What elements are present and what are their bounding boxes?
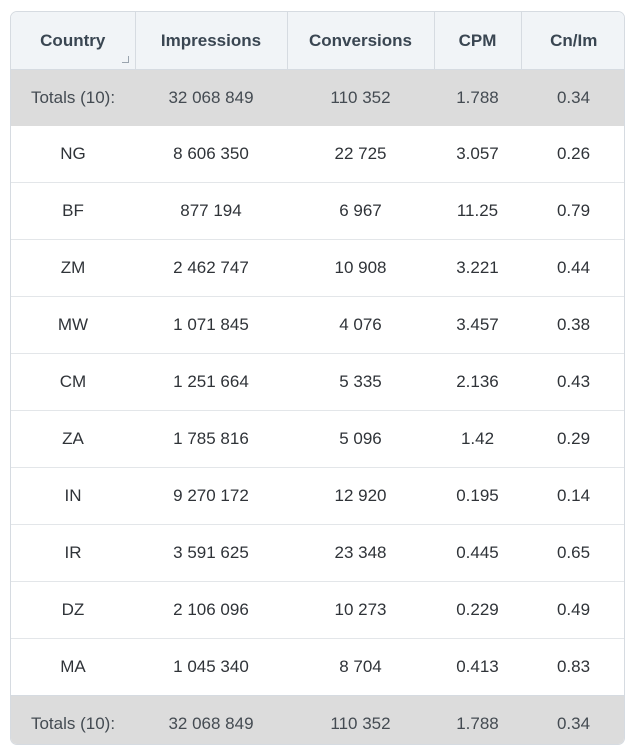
column-header-label: Country <box>40 30 106 50</box>
cell-cn-im: 0.43 <box>521 353 624 411</box>
totals-row-bottom: Totals (10): 32 068 849 110 352 1.788 0.… <box>11 695 624 744</box>
table-row[interactable]: MA 1 045 340 8 704 0.413 0.83 <box>11 638 624 696</box>
cell-cpm: 3.221 <box>434 239 521 297</box>
cell-country: IN <box>11 467 135 525</box>
cell-cn-im: 0.65 <box>521 524 624 582</box>
totals-cpm: 1.788 <box>434 695 521 744</box>
table-row[interactable]: ZM 2 462 747 10 908 3.221 0.44 <box>11 239 624 297</box>
totals-cpm: 1.788 <box>434 69 521 126</box>
cell-cn-im: 0.26 <box>521 126 624 183</box>
cell-country: NG <box>11 126 135 183</box>
cell-cn-im: 0.83 <box>521 638 624 696</box>
table-body: NG 8 606 350 22 725 3.057 0.26 BF 877 19… <box>11 126 624 696</box>
cell-country: DZ <box>11 581 135 639</box>
cell-impressions: 9 270 172 <box>135 467 287 525</box>
column-header-country[interactable]: Country <box>11 12 136 70</box>
cell-cpm: 1.42 <box>434 410 521 468</box>
cell-impressions: 877 194 <box>135 182 287 240</box>
table-header: Country Impressions Conversions CPM Cn/I… <box>11 12 624 126</box>
totals-conversions: 110 352 <box>287 69 434 126</box>
column-header-conversions[interactable]: Conversions <box>287 12 435 70</box>
column-header-label: Cn/Im <box>550 30 598 50</box>
table-row[interactable]: ZA 1 785 816 5 096 1.42 0.29 <box>11 410 624 468</box>
cell-country: MA <box>11 638 135 696</box>
table-row[interactable]: IN 9 270 172 12 920 0.195 0.14 <box>11 467 624 525</box>
cell-cn-im: 0.38 <box>521 296 624 354</box>
cell-impressions: 8 606 350 <box>135 126 287 183</box>
column-header-cn-im[interactable]: Cn/Im <box>521 12 624 70</box>
totals-label: Totals (10): <box>11 695 135 744</box>
table-row[interactable]: NG 8 606 350 22 725 3.057 0.26 <box>11 126 624 183</box>
table-row[interactable]: MW 1 071 845 4 076 3.457 0.38 <box>11 296 624 354</box>
column-header-label: CPM <box>458 30 497 50</box>
cell-conversions: 4 076 <box>287 296 434 354</box>
cell-impressions: 1 785 816 <box>135 410 287 468</box>
cell-cn-im: 0.79 <box>521 182 624 240</box>
cell-impressions: 1 251 664 <box>135 353 287 411</box>
table-row[interactable]: CM 1 251 664 5 335 2.136 0.43 <box>11 353 624 411</box>
table-footer: Totals (10): 32 068 849 110 352 1.788 0.… <box>11 695 624 744</box>
cell-cn-im: 0.44 <box>521 239 624 297</box>
cell-conversions: 10 273 <box>287 581 434 639</box>
cell-cpm: 0.445 <box>434 524 521 582</box>
cell-conversions: 10 908 <box>287 239 434 297</box>
table-row[interactable]: DZ 2 106 096 10 273 0.229 0.49 <box>11 581 624 639</box>
cell-cpm: 2.136 <box>434 353 521 411</box>
cell-country: IR <box>11 524 135 582</box>
totals-cn-im: 0.34 <box>521 695 624 744</box>
cell-cn-im: 0.14 <box>521 467 624 525</box>
cell-cpm: 0.229 <box>434 581 521 639</box>
cell-conversions: 5 335 <box>287 353 434 411</box>
cell-impressions: 1 045 340 <box>135 638 287 696</box>
cell-conversions: 8 704 <box>287 638 434 696</box>
cell-country: ZM <box>11 239 135 297</box>
column-header-label: Conversions <box>309 30 412 50</box>
cell-cpm: 3.057 <box>434 126 521 183</box>
totals-impressions: 32 068 849 <box>135 695 287 744</box>
cell-conversions: 23 348 <box>287 524 434 582</box>
stats-table: Country Impressions Conversions CPM Cn/I… <box>11 12 624 744</box>
cell-cn-im: 0.29 <box>521 410 624 468</box>
header-row: Country Impressions Conversions CPM Cn/I… <box>11 12 624 70</box>
totals-impressions: 32 068 849 <box>135 69 287 126</box>
stats-table-container: Country Impressions Conversions CPM Cn/I… <box>10 11 625 745</box>
cell-conversions: 22 725 <box>287 126 434 183</box>
cell-country: BF <box>11 182 135 240</box>
column-header-impressions[interactable]: Impressions <box>135 12 288 70</box>
totals-row-top: Totals (10): 32 068 849 110 352 1.788 0.… <box>11 69 624 126</box>
cell-cn-im: 0.49 <box>521 581 624 639</box>
cell-cpm: 0.413 <box>434 638 521 696</box>
cell-impressions: 2 462 747 <box>135 239 287 297</box>
totals-conversions: 110 352 <box>287 695 434 744</box>
cell-country: CM <box>11 353 135 411</box>
cell-cpm: 11.25 <box>434 182 521 240</box>
column-header-cpm[interactable]: CPM <box>434 12 522 70</box>
cell-cpm: 0.195 <box>434 467 521 525</box>
cell-conversions: 6 967 <box>287 182 434 240</box>
totals-label: Totals (10): <box>11 69 135 126</box>
cell-impressions: 3 591 625 <box>135 524 287 582</box>
column-header-label: Impressions <box>160 30 262 50</box>
cell-impressions: 2 106 096 <box>135 581 287 639</box>
cell-conversions: 12 920 <box>287 467 434 525</box>
cell-country: MW <box>11 296 135 354</box>
cell-country: ZA <box>11 410 135 468</box>
totals-cn-im: 0.34 <box>521 69 624 126</box>
column-resize-icon[interactable] <box>121 56 129 63</box>
cell-conversions: 5 096 <box>287 410 434 468</box>
cell-cpm: 3.457 <box>434 296 521 354</box>
table-row[interactable]: BF 877 194 6 967 11.25 0.79 <box>11 182 624 240</box>
table-row[interactable]: IR 3 591 625 23 348 0.445 0.65 <box>11 524 624 582</box>
cell-impressions: 1 071 845 <box>135 296 287 354</box>
